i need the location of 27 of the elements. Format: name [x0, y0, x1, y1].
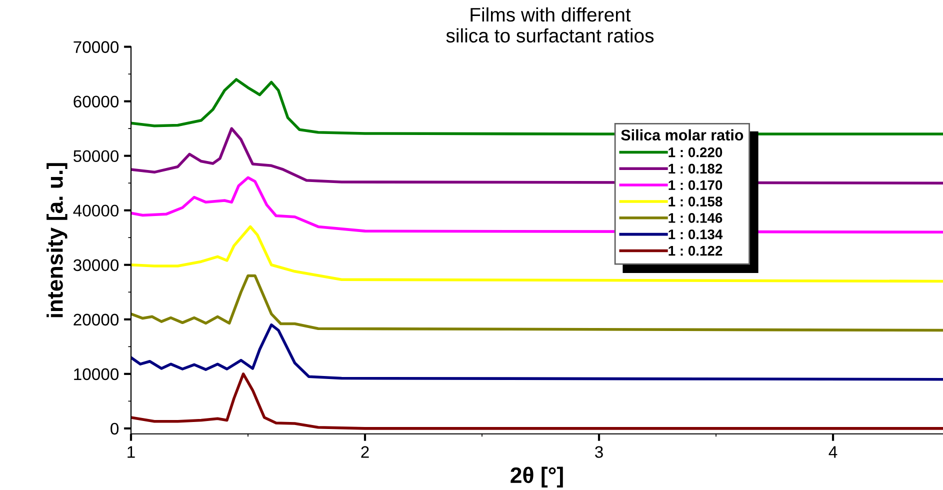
legend-label: 1 : 0.134	[668, 229, 723, 240]
y-tick-label: 50000	[74, 150, 119, 162]
y-tick-label: 40000	[73, 204, 119, 217]
legend-label: 1 : 0.158	[668, 196, 722, 206]
x-tick-label: 2	[361, 446, 369, 458]
y-tick-label: 30000	[73, 259, 119, 272]
chart-title: Films with different silica to surfactant ratios	[446, 7, 654, 43]
y-tick-label: 70000	[74, 41, 119, 53]
x-axis-title: 2θ [°]	[510, 466, 563, 488]
y-tick-label: 10000	[74, 368, 119, 380]
line-series	[131, 225, 943, 283]
y-axis-title: intensity [a. u.]	[46, 163, 68, 318]
x-tick-label: 4	[828, 446, 838, 458]
y-tick-label: 20000	[74, 314, 119, 326]
y-tick-label: 0	[110, 422, 119, 435]
line-series	[131, 274, 943, 332]
x-tick-label: 1	[128, 446, 135, 458]
legend-label: 1 : 0.220	[668, 147, 722, 158]
line-series	[131, 372, 943, 430]
x-tick-label: 3	[595, 446, 603, 458]
y-tick-label: 60000	[74, 96, 119, 108]
legend-title: Silica molar ratio	[621, 129, 744, 141]
legend-label: 1 : 0.146	[668, 213, 722, 223]
legend-label: 1 : 0.170	[668, 180, 722, 190]
legend-label: 1 : 0.122	[668, 246, 722, 256]
legend-label: 1 : 0.182	[668, 164, 722, 174]
line-series	[131, 323, 943, 381]
